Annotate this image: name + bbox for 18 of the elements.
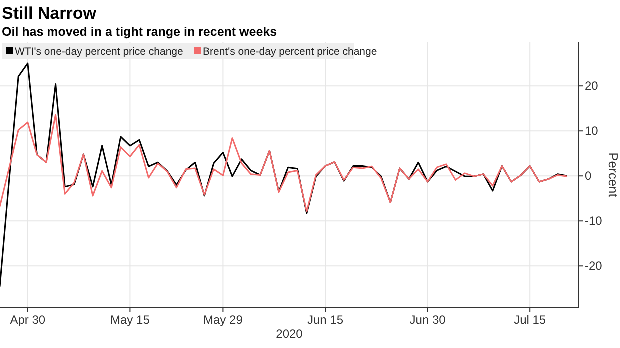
x-tick-label: May 15 bbox=[110, 313, 150, 327]
line-series bbox=[0, 114, 568, 212]
chart-subtitle: Oil has moved in a tight range in recent weeks bbox=[2, 25, 278, 39]
x-tick-label: Jul 15 bbox=[514, 313, 546, 327]
y-tick-label: 20 bbox=[585, 79, 599, 94]
legend-label: Brent's one-day percent price change bbox=[203, 46, 378, 58]
y-tick-label: -10 bbox=[585, 214, 603, 228]
chart-title: Still Narrow bbox=[2, 4, 98, 23]
x-tick-label: May 29 bbox=[204, 313, 244, 327]
x-tick-label: Apr 30 bbox=[10, 313, 46, 327]
y-tick-label: 10 bbox=[585, 124, 599, 138]
y-tick-label: 0 bbox=[585, 169, 592, 184]
y-tick-label: -20 bbox=[585, 259, 603, 274]
legend-label: WTI's one-day percent price change bbox=[15, 46, 184, 58]
x-tick-label: Jun 15 bbox=[307, 313, 344, 327]
y-axis-title: Percent bbox=[606, 152, 620, 198]
x-axis-title: 2020 bbox=[276, 327, 304, 341]
x-tick-label: Jun 30 bbox=[410, 313, 446, 327]
